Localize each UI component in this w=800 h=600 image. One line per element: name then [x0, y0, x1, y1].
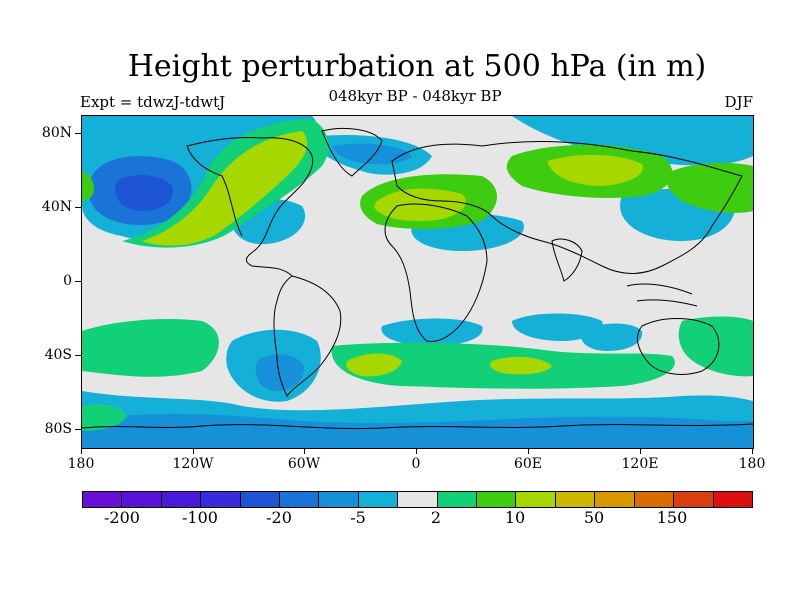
map-title: Height perturbation at 500 hPa (in m) [127, 49, 707, 84]
contour-green-south-east-pacific [678, 316, 753, 377]
contour-green-south-pole-west [82, 404, 127, 431]
colorbar-box [280, 492, 320, 507]
coast-north-america [186, 137, 314, 277]
contour-lime-europe [374, 188, 466, 222]
lon-label: 180 [738, 456, 766, 472]
contour-deep-blue-antarctic [82, 413, 753, 448]
y-tick [75, 429, 81, 430]
contour-lime-north-america [142, 131, 308, 246]
contour-deep-blue-south-america [255, 354, 305, 391]
contour-blue-indian-ocean [512, 313, 603, 341]
colorbar-label: 150 [656, 508, 688, 527]
map-subtitle: 048kyr BP - 048kyr BP [328, 87, 502, 105]
x-tick [81, 448, 82, 454]
x-tick [640, 448, 641, 454]
contour-green-south-pacific [82, 319, 219, 377]
lat-label: 0 [63, 273, 72, 289]
contour-green-west-edge [82, 171, 94, 201]
y-tick [75, 281, 81, 282]
colorbar-label: -100 [182, 508, 218, 527]
x-tick [304, 448, 305, 454]
contour-blue-south-indian [581, 323, 643, 351]
colorbar-box [634, 492, 675, 507]
colorbar-box [477, 492, 517, 507]
coast-greenland [321, 127, 383, 177]
contour-map [82, 116, 753, 448]
colorbar-label: 50 [583, 508, 605, 527]
lat-label: 80N [41, 125, 72, 141]
coast-africa [384, 203, 488, 342]
season-label: DJF [724, 93, 753, 111]
contour-lime-siberia [547, 154, 643, 186]
lon-label: 120E [621, 456, 659, 472]
experiment-label: Expt = tdwzJ-tdwtJ [80, 93, 226, 111]
colorbar-box [713, 492, 752, 507]
colorbar-box [555, 492, 596, 507]
colorbar-box [161, 492, 202, 507]
lon-label: 0 [411, 456, 421, 472]
lat-label: 40S [44, 347, 72, 363]
coast-australia [636, 318, 720, 375]
colorbar-label: 10 [504, 508, 526, 527]
map-plot-area [81, 115, 754, 449]
colorbar-box [516, 492, 556, 507]
lon-label: 60W [287, 456, 321, 472]
coast-india [551, 238, 583, 282]
contour-blue-south-atlantic [381, 318, 483, 346]
coast-south-america [273, 275, 342, 397]
contour-pacific-core [114, 174, 173, 211]
lat-label: 40N [41, 199, 72, 215]
x-tick [193, 448, 194, 454]
coastlines [82, 127, 753, 430]
colorbar-box [398, 492, 438, 507]
contour-lime-south-atlantic [346, 353, 402, 377]
lon-label: 120W [172, 456, 214, 472]
colorbar-box [674, 492, 714, 507]
coast-indonesia [626, 283, 698, 307]
y-tick [75, 207, 81, 208]
colorbar-box [319, 492, 359, 507]
colorbar-box [122, 492, 162, 507]
y-tick [75, 133, 81, 134]
x-tick [528, 448, 529, 454]
contour-lime-south-indian [490, 356, 552, 375]
colorbar-box [201, 492, 241, 507]
colorbar-box [358, 492, 399, 507]
colorbar-box [437, 492, 478, 507]
contour-blue-asia-arctic [512, 116, 753, 166]
x-tick [416, 448, 417, 454]
y-tick [75, 355, 81, 356]
colorbar-box [83, 492, 123, 507]
contour-blue-atlantic-core [332, 143, 412, 165]
lat-label: 80S [44, 421, 72, 437]
colorbar-label: -5 [350, 508, 366, 527]
colorbar-box [595, 492, 635, 507]
coast-eurasia [391, 140, 743, 274]
colorbar-label: -20 [266, 508, 292, 527]
colorbar-label: -200 [104, 508, 140, 527]
lon-label: 180 [67, 456, 95, 472]
colorbar-label: 2 [430, 508, 442, 527]
lon-label: 60E [513, 456, 543, 472]
color-bar [82, 491, 753, 508]
colorbar-box [240, 492, 281, 507]
contour-green-east-asia [666, 162, 753, 213]
coast-antarctica [82, 423, 753, 430]
x-tick [752, 448, 753, 454]
